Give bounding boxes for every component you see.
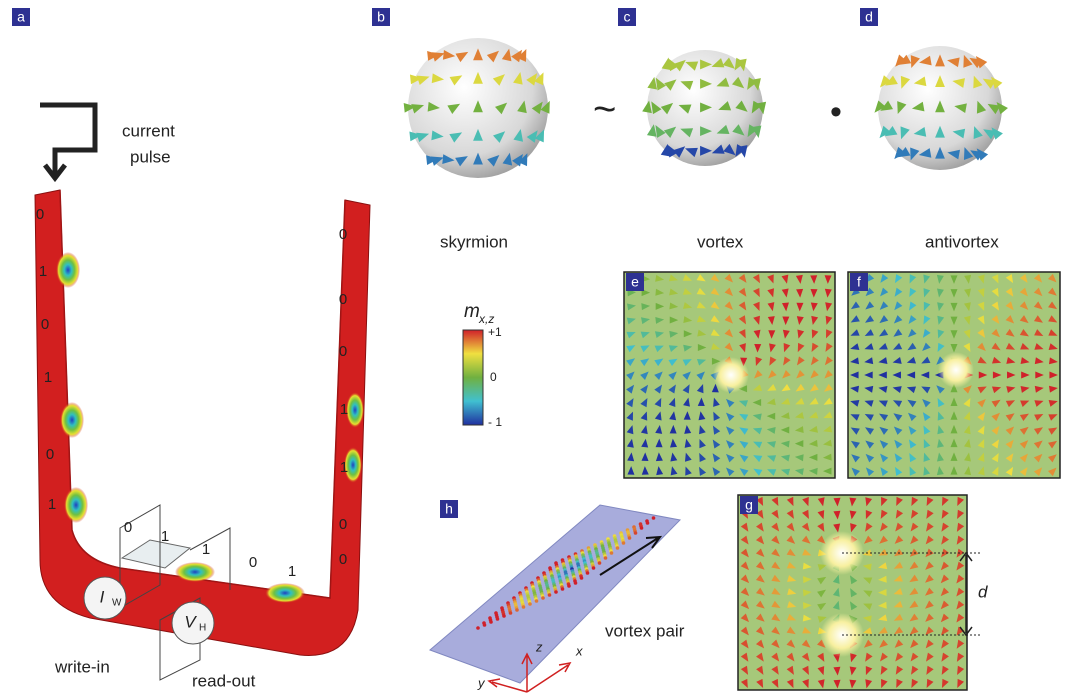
- core: [938, 352, 974, 388]
- read-symbol: V: [184, 612, 197, 631]
- axis-label: x: [575, 643, 583, 658]
- dot: [598, 561, 602, 565]
- dot: [561, 587, 565, 591]
- colorbar-sub: x,z: [478, 312, 494, 326]
- operator: ~: [593, 88, 616, 132]
- colorbar-tick: +1: [488, 325, 502, 339]
- panel-label: f: [857, 274, 861, 290]
- axis-label: z: [535, 639, 543, 654]
- dot: [616, 546, 620, 550]
- dot: [554, 590, 558, 594]
- figure: I W V H write-in read-out current pulse …: [0, 0, 1077, 698]
- dot: [567, 584, 571, 588]
- dot: [489, 620, 493, 624]
- dot: [548, 593, 552, 597]
- bit-label: 1: [44, 369, 52, 386]
- panel-label: e: [631, 274, 639, 290]
- dot: [586, 571, 590, 575]
- pulse-label: current: [122, 121, 175, 140]
- colorbar-symbol: m: [464, 301, 480, 322]
- dot: [483, 623, 487, 627]
- read-sub: H: [199, 623, 206, 634]
- bit-label: 0: [339, 226, 347, 243]
- panel-label: c: [624, 9, 631, 25]
- write-label: write-in: [54, 657, 110, 676]
- dot: [535, 599, 539, 603]
- dot: [496, 617, 500, 621]
- bit-label: 0: [36, 206, 44, 223]
- dot: [622, 541, 626, 545]
- panel-label: a: [17, 9, 25, 25]
- core: [713, 357, 749, 393]
- operator: •: [830, 93, 842, 131]
- dot: [610, 551, 614, 555]
- panel-label: g: [745, 497, 753, 513]
- bit-label: 1: [340, 459, 348, 476]
- read-label: read-out: [192, 671, 256, 690]
- dot: [640, 526, 644, 530]
- sphere-label: antivortex: [925, 232, 999, 251]
- dot: [634, 531, 638, 535]
- axis-label: y: [477, 675, 486, 690]
- dot: [541, 596, 545, 600]
- antivortex-field: [848, 272, 1060, 478]
- bit-label: 0: [124, 519, 132, 536]
- bit-label: 1: [39, 263, 47, 280]
- panel-label: d: [865, 9, 873, 25]
- bit-label: 1: [288, 563, 296, 580]
- bit-label: 0: [339, 291, 347, 308]
- bit-label: 0: [339, 551, 347, 568]
- dot: [502, 614, 506, 618]
- colorbar-tick: 0: [490, 370, 497, 384]
- colorbar: [463, 330, 483, 425]
- pair-label: vortex pair: [605, 621, 685, 640]
- dot: [574, 581, 578, 585]
- dot: [628, 536, 632, 540]
- write-symbol: I: [100, 587, 105, 606]
- sphere-label: skyrmion: [440, 232, 508, 251]
- distance-label: d: [978, 582, 988, 601]
- dot: [592, 566, 596, 570]
- bit-label: 1: [48, 496, 56, 513]
- panel-label: b: [377, 9, 385, 25]
- bit-label: 1: [161, 528, 169, 545]
- dot: [476, 626, 480, 630]
- dot: [580, 576, 584, 580]
- bit-label: 0: [41, 316, 49, 333]
- arrow-glyph: [662, 58, 672, 71]
- bit-label: 0: [249, 554, 257, 571]
- sphere-label: vortex: [697, 232, 744, 251]
- bit-label: 0: [339, 343, 347, 360]
- pulse-label: pulse: [130, 147, 171, 166]
- bit-label: 1: [340, 401, 348, 418]
- write-sub: W: [112, 598, 122, 609]
- dot: [604, 556, 608, 560]
- dot: [652, 516, 656, 520]
- pair-field: [738, 495, 967, 690]
- dot: [646, 521, 650, 525]
- vortex-field: [624, 272, 835, 478]
- bit-label: 1: [202, 541, 210, 558]
- panel-label: h: [445, 501, 453, 517]
- slab: [430, 505, 680, 683]
- dot: [528, 602, 532, 606]
- dot: [515, 608, 519, 612]
- dot: [522, 605, 526, 609]
- dot: [509, 611, 513, 615]
- bit-label: 0: [46, 446, 54, 463]
- bit-label: 0: [339, 516, 347, 533]
- colorbar-tick: - 1: [488, 415, 502, 429]
